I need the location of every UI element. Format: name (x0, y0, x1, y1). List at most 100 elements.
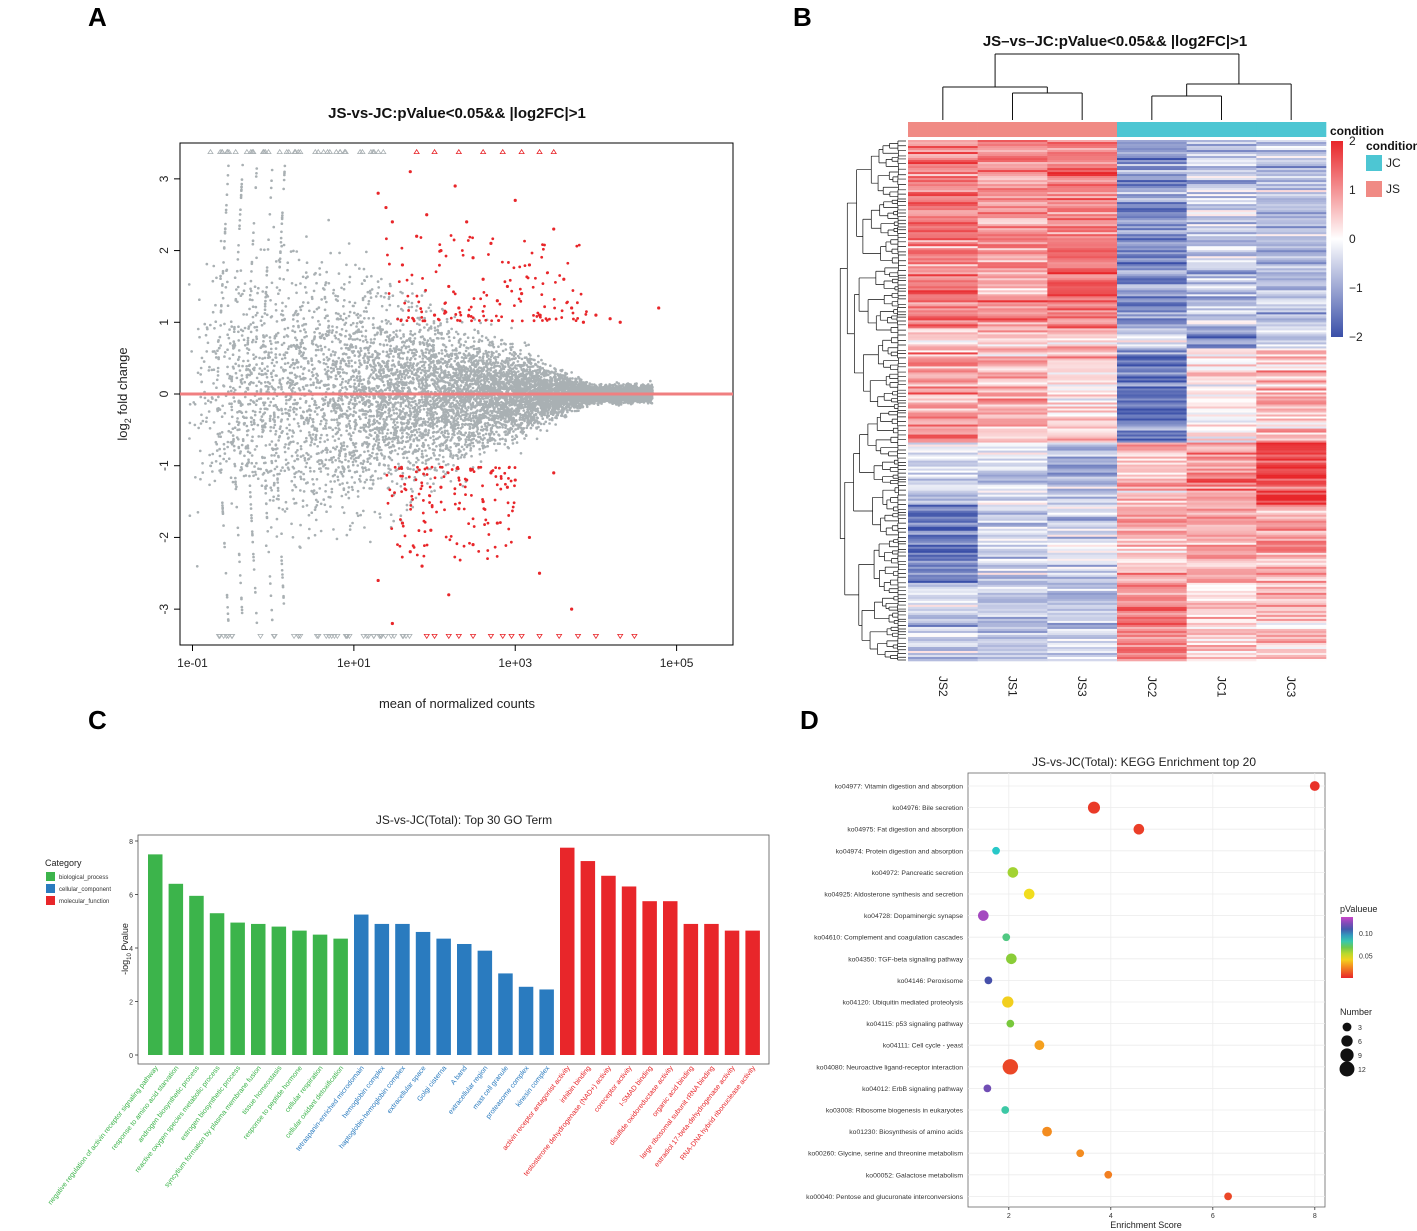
heatmap-cell (908, 548, 978, 552)
heatmap-cell (1117, 470, 1187, 473)
ma-sig-up-point (406, 294, 410, 298)
ma-sig-down-point (463, 485, 467, 489)
heatmap-cell (1186, 336, 1257, 339)
heatmap-cell (1117, 518, 1187, 522)
ma-sig-up-point (449, 234, 453, 237)
heatmap-cell (1256, 472, 1327, 475)
heatmap-cell (908, 586, 978, 590)
ma-sig-down-point (511, 505, 515, 509)
heatmap-cell (1186, 288, 1257, 291)
heatmap-cell (1186, 212, 1257, 215)
heatmap-cell (1047, 606, 1118, 610)
heatmap-cell (1256, 372, 1327, 375)
heatmap-cell (1047, 434, 1118, 437)
heatmap-cell (1256, 594, 1327, 598)
heatmap-cell (1256, 514, 1327, 518)
heatmap-cell (1186, 542, 1257, 546)
heatmap-cell (977, 352, 1048, 355)
ma-sig-up-point (452, 238, 456, 242)
heatmap-cell (1256, 620, 1327, 624)
heatmap-cell (908, 600, 978, 604)
ma-sig-up-point (421, 276, 424, 280)
heatmap-cell (1117, 614, 1187, 618)
ma-sig-up-point (494, 314, 498, 318)
heatmap-cell (1256, 264, 1327, 267)
ma-sig-up-point (443, 302, 447, 305)
heatmap-cell (1117, 566, 1187, 570)
heatmap-cell (1047, 258, 1118, 261)
heatmap-cell (1047, 418, 1118, 421)
go-bar (333, 938, 348, 1055)
heatmap-cell (1117, 270, 1187, 273)
heatmap-cell (1117, 432, 1187, 435)
go-term-label: RNA-DNA hybrid ribonuclease activity (679, 1065, 757, 1162)
heatmap-cell (1256, 580, 1327, 584)
heatmap-cell (1117, 388, 1187, 391)
heatmap-cell (908, 594, 978, 598)
heatmap-cell (908, 258, 978, 261)
ma-sig-up-point (535, 315, 539, 318)
heatmap-cell (1256, 400, 1327, 403)
heatmap-cell (977, 492, 1048, 495)
kegg-point (977, 910, 989, 921)
heatmap-cell (908, 380, 978, 383)
heatmap-cell (1047, 298, 1118, 301)
heatmap-cell (908, 256, 978, 259)
heatmap-cell (1256, 422, 1327, 425)
heatmap-cell (1256, 562, 1327, 566)
heatmap-cell (1117, 616, 1187, 620)
ma-sig-down-point (458, 558, 462, 562)
size-legend-label: 6 (1358, 1039, 1362, 1046)
heatmap-cell (1047, 452, 1118, 455)
heatmap-cell (1047, 484, 1118, 487)
heatmap-cell (1047, 446, 1118, 449)
heatmap-cell (1256, 432, 1327, 435)
heatmap-cell (1186, 438, 1257, 441)
heatmap-cell (908, 558, 978, 562)
heatmap-cell (1117, 170, 1187, 173)
size-legend-dot (1342, 1022, 1352, 1032)
heatmap-cell (1047, 562, 1118, 566)
heatmap-cell (1186, 608, 1257, 612)
heatmap-cell (1117, 350, 1187, 353)
heatmap-cell (977, 370, 1048, 373)
heatmap-cell (1117, 160, 1187, 163)
heatmap-cell (1186, 538, 1257, 542)
heatmap-column-label: JS3 (1075, 676, 1089, 697)
heatmap-cell (1256, 290, 1327, 293)
ma-capped-down-grey (225, 633, 232, 640)
heatmap-cell (908, 510, 978, 514)
heatmap-cell (908, 512, 978, 516)
heatmap-cell (1186, 148, 1257, 151)
heatmap-cell (908, 410, 978, 413)
heatmap-cell (1117, 264, 1187, 267)
go-bar (457, 943, 472, 1055)
heatmap-cell (1047, 408, 1118, 411)
heatmap-cell (1117, 404, 1187, 407)
heatmap-cell (1047, 400, 1118, 403)
heatmap-cell (1117, 452, 1187, 455)
heatmap-cell (977, 470, 1048, 473)
heatmap-cell (977, 462, 1048, 465)
heatmap-cell (977, 414, 1048, 417)
heatmap-cell (1256, 648, 1327, 652)
ma-sig-up-point (505, 284, 510, 289)
heatmap-cell (908, 640, 978, 644)
heatmap-cell (1117, 418, 1187, 421)
heatmap-cell (908, 160, 978, 163)
heatmap-cell (1256, 172, 1327, 175)
heatmap-cell (977, 142, 1048, 145)
heatmap-cell (1117, 180, 1187, 183)
heatmap-cell (1117, 392, 1187, 395)
heatmap-cell (1047, 174, 1118, 177)
ma-sig-down-point (397, 467, 401, 470)
heatmap-cell (977, 464, 1048, 467)
heatmap-cell (977, 268, 1048, 271)
heatmap-cell (1256, 524, 1327, 528)
heatmap-cell (977, 558, 1048, 562)
heatmap-cell (1117, 642, 1187, 646)
heatmap-cell (1186, 534, 1257, 538)
heatmap-cell (977, 242, 1048, 245)
heatmap-cell (977, 316, 1048, 319)
ma-capped-up-grey (260, 148, 268, 155)
